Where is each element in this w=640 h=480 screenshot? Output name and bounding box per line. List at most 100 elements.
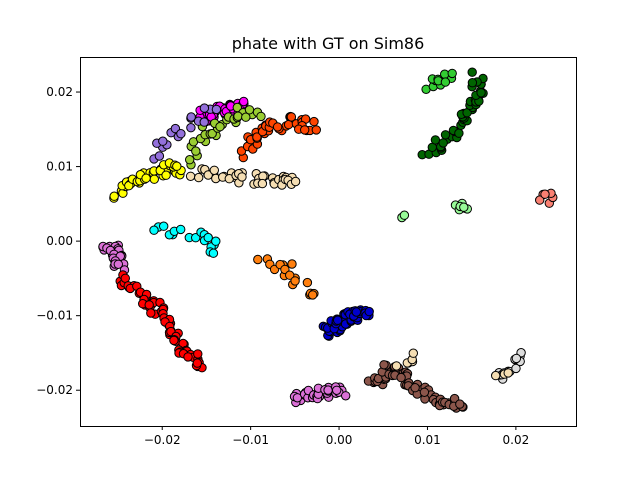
data-point (141, 173, 151, 183)
data-point (455, 399, 465, 409)
data-point (207, 128, 217, 139)
data-point (159, 221, 169, 231)
series-3 (236, 111, 321, 163)
y-tick-label: 0.02 (46, 85, 73, 99)
data-point (364, 306, 374, 317)
data-point (290, 176, 301, 187)
data-point (283, 119, 294, 130)
data-point (146, 308, 156, 318)
data-point (154, 151, 165, 161)
data-point (438, 138, 448, 148)
data-point (191, 146, 201, 156)
x-tick-label: 0.02 (503, 433, 530, 447)
data-point (239, 96, 249, 107)
y-tick-label: 0.01 (46, 160, 73, 174)
data-point (476, 88, 486, 98)
data-point (233, 111, 243, 121)
data-point (311, 125, 321, 135)
data-point (215, 122, 225, 132)
data-point (503, 368, 513, 378)
data-point (252, 132, 262, 142)
data-point (440, 77, 451, 87)
data-point (244, 105, 255, 115)
series-17 (397, 210, 410, 223)
data-point (302, 277, 313, 288)
axes-frame (80, 57, 577, 427)
series-7 (98, 240, 130, 275)
series-14 (421, 68, 457, 95)
data-point (185, 171, 196, 182)
data-point (447, 68, 457, 79)
data-point (241, 112, 251, 122)
x-tick-label: −0.02 (144, 433, 181, 447)
data-point (186, 123, 196, 133)
data-point (290, 276, 300, 286)
data-point (287, 259, 297, 269)
data-point (286, 112, 297, 122)
series-1 (185, 102, 266, 170)
y-tick-label: −0.02 (36, 383, 73, 397)
data-point (193, 349, 203, 359)
data-point (176, 129, 186, 139)
data-point (203, 170, 213, 180)
data-point (454, 128, 464, 138)
y-axis: −0.02 −0.01 0.00 0.01 0.02 (36, 85, 80, 397)
data-point (410, 383, 420, 393)
data-point (194, 172, 204, 183)
x-tick-label: 0.00 (326, 433, 353, 447)
data-point (408, 348, 418, 358)
y-tick-label: 0.00 (46, 234, 73, 248)
data-point (396, 372, 406, 383)
data-point (211, 104, 222, 115)
data-point (535, 195, 545, 205)
data-point (192, 358, 203, 368)
series-4 (109, 158, 186, 203)
data-point (203, 232, 213, 243)
data-point (430, 135, 441, 145)
data-point (183, 352, 193, 362)
data-point (351, 307, 362, 317)
data-point (109, 191, 119, 201)
series-11 (289, 382, 351, 408)
data-point (211, 236, 221, 246)
data-point (186, 112, 196, 122)
data-point (332, 385, 342, 395)
x-axis: −0.02 −0.01 0.00 0.01 0.02 (144, 426, 529, 447)
data-point (540, 189, 550, 199)
data-point (467, 67, 477, 77)
data-point (272, 122, 283, 132)
series-13 (391, 348, 418, 371)
data-point (208, 248, 219, 258)
data-point (209, 165, 220, 176)
series-18 (535, 188, 558, 208)
data-point (169, 335, 179, 346)
data-point (253, 254, 263, 265)
data-point (491, 370, 501, 381)
data-point (379, 360, 389, 370)
data-point (285, 270, 295, 280)
data-point (237, 172, 247, 182)
series-20 (491, 368, 513, 381)
data-point (185, 155, 195, 165)
chart-title: phate with GT on Sim86 (232, 34, 425, 53)
data-point (161, 170, 171, 180)
data-point (459, 202, 469, 212)
data-point (113, 259, 124, 269)
data-point (176, 224, 186, 235)
data-point (256, 111, 266, 122)
data-point (419, 387, 430, 397)
data-point (399, 210, 410, 220)
x-tick-label: −0.01 (232, 433, 269, 447)
series-5 (185, 164, 301, 190)
data-point (149, 225, 159, 235)
data-point (199, 103, 210, 113)
series-16 (450, 198, 472, 215)
data-point (309, 116, 319, 127)
series-15 (417, 67, 488, 160)
data-point (158, 136, 168, 146)
data-point (391, 361, 402, 371)
data-point (467, 78, 478, 88)
data-point (341, 391, 351, 401)
data-point (440, 130, 451, 140)
